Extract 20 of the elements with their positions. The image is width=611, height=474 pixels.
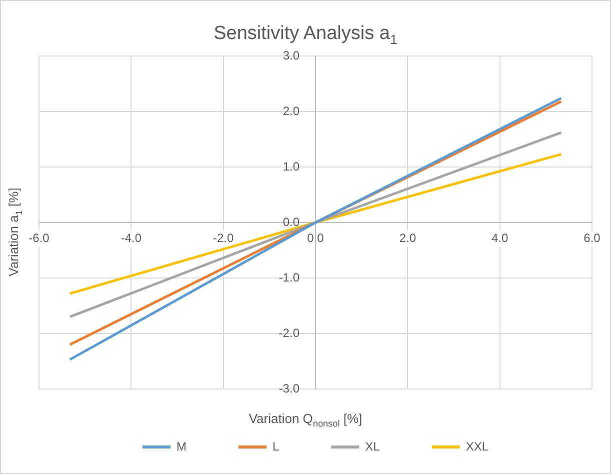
y-tick-label: 0.0 [282,214,300,229]
y-tick-label: -2.0 [278,326,300,340]
x-tick-label: 2.0 [399,231,416,246]
legend-label: M [176,439,186,454]
x-tick-label: -6.0 [28,231,50,246]
x-tick-label: 0.0 [307,231,324,246]
x-tick-label: -2.0 [212,231,234,246]
legend-label: XXL [466,439,489,454]
x-tick-label: 6.0 [584,231,601,246]
y-tick-label: -1.0 [278,270,300,284]
x-axis-title: Variation Q$_{nonsol}$ [%] [248,411,364,429]
legend-label: XL [365,439,380,454]
legend-label: L [272,439,280,454]
y-tick-label: 3.0 [282,48,300,62]
y-tick-label: -3.0 [278,381,300,396]
x-tick-label: -4.0 [120,231,142,246]
y-tick-label: 2.0 [282,104,300,118]
x-tick-label: 4.0 [491,231,508,246]
y-tick-label: 1.0 [282,159,300,174]
chart-title: Sensitivity Analysis a$_{1}$ [212,23,398,47]
